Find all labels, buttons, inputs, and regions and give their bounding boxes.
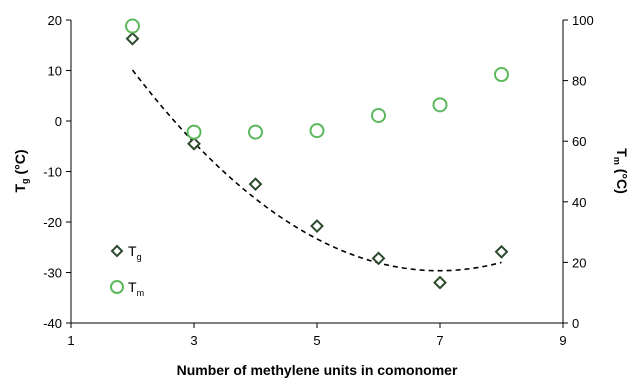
x-tick-label: 5 (313, 333, 320, 348)
left-y-tick-label: -20 (43, 215, 62, 230)
left-y-title-sub: g (20, 178, 30, 184)
legend-tg-marker (110, 244, 124, 258)
legend-tm-sub: m (137, 288, 145, 298)
left-y-ticks: -40 -30 -20 -10 0 10 20 (43, 13, 71, 331)
left-y-axis-title: Tg (°C) (12, 150, 30, 193)
right-y-tick-label: 0 (572, 316, 579, 331)
left-y-tick-label: -30 (43, 266, 62, 281)
right-y-title-sub: m (612, 157, 622, 165)
right-y-axis-title: Tm (°C) (612, 148, 630, 194)
tg-point (125, 31, 140, 46)
tg-point (310, 219, 324, 233)
left-y-tick-label: -10 (43, 165, 62, 180)
tg-point (433, 275, 447, 290)
tg-trendline (131, 69, 502, 272)
legend-tm-main: T (128, 279, 137, 295)
legend-tg-label: Tg (128, 243, 142, 262)
tg-point (371, 251, 386, 266)
tg-point (187, 136, 201, 151)
left-y-tick-label: 10 (48, 64, 62, 79)
right-y-tick-label: 40 (572, 195, 586, 210)
x-tick-label: 7 (436, 333, 443, 348)
legend-tg-sub: g (137, 252, 142, 262)
tg-point (248, 177, 263, 192)
tm-point (309, 123, 325, 139)
right-y-tick-label: 20 (572, 255, 586, 270)
right-y-tick-label: 100 (572, 13, 594, 28)
tm-point (432, 97, 448, 113)
left-y-tick-label: 0 (55, 114, 62, 129)
x-ticks: 1 3 5 7 9 (67, 323, 567, 348)
tm-point (248, 124, 263, 140)
tg-point (494, 244, 509, 259)
left-y-tick-label: 20 (48, 13, 62, 28)
left-y-title-unit: (°C) (12, 150, 28, 179)
right-y-title-unit: (°C) (614, 165, 630, 194)
data-marks (125, 18, 509, 290)
tm-point (494, 67, 509, 83)
x-axis-title: Number of methylene units in comonomer (177, 362, 458, 378)
x-tick-label: 9 (559, 333, 566, 348)
tm-point (125, 18, 140, 34)
right-y-tick-label: 60 (572, 134, 586, 149)
plot-area (70, 20, 564, 324)
tm-point (186, 124, 202, 140)
legend-tm-label: Tm (128, 279, 144, 298)
legend: Tg Tm (110, 243, 144, 298)
legend-tm-marker (110, 280, 124, 294)
x-tick-label: 3 (190, 333, 197, 348)
right-y-ticks: 0 20 40 60 80 100 (563, 13, 594, 331)
legend-tg-main: T (128, 243, 137, 259)
left-y-tick-label: -40 (43, 316, 62, 331)
left-y-title-main: T (12, 184, 28, 193)
right-y-title-main: T (614, 148, 630, 157)
right-y-tick-label: 80 (572, 74, 586, 89)
x-tick-label: 1 (67, 333, 74, 348)
tm-point (371, 107, 386, 123)
